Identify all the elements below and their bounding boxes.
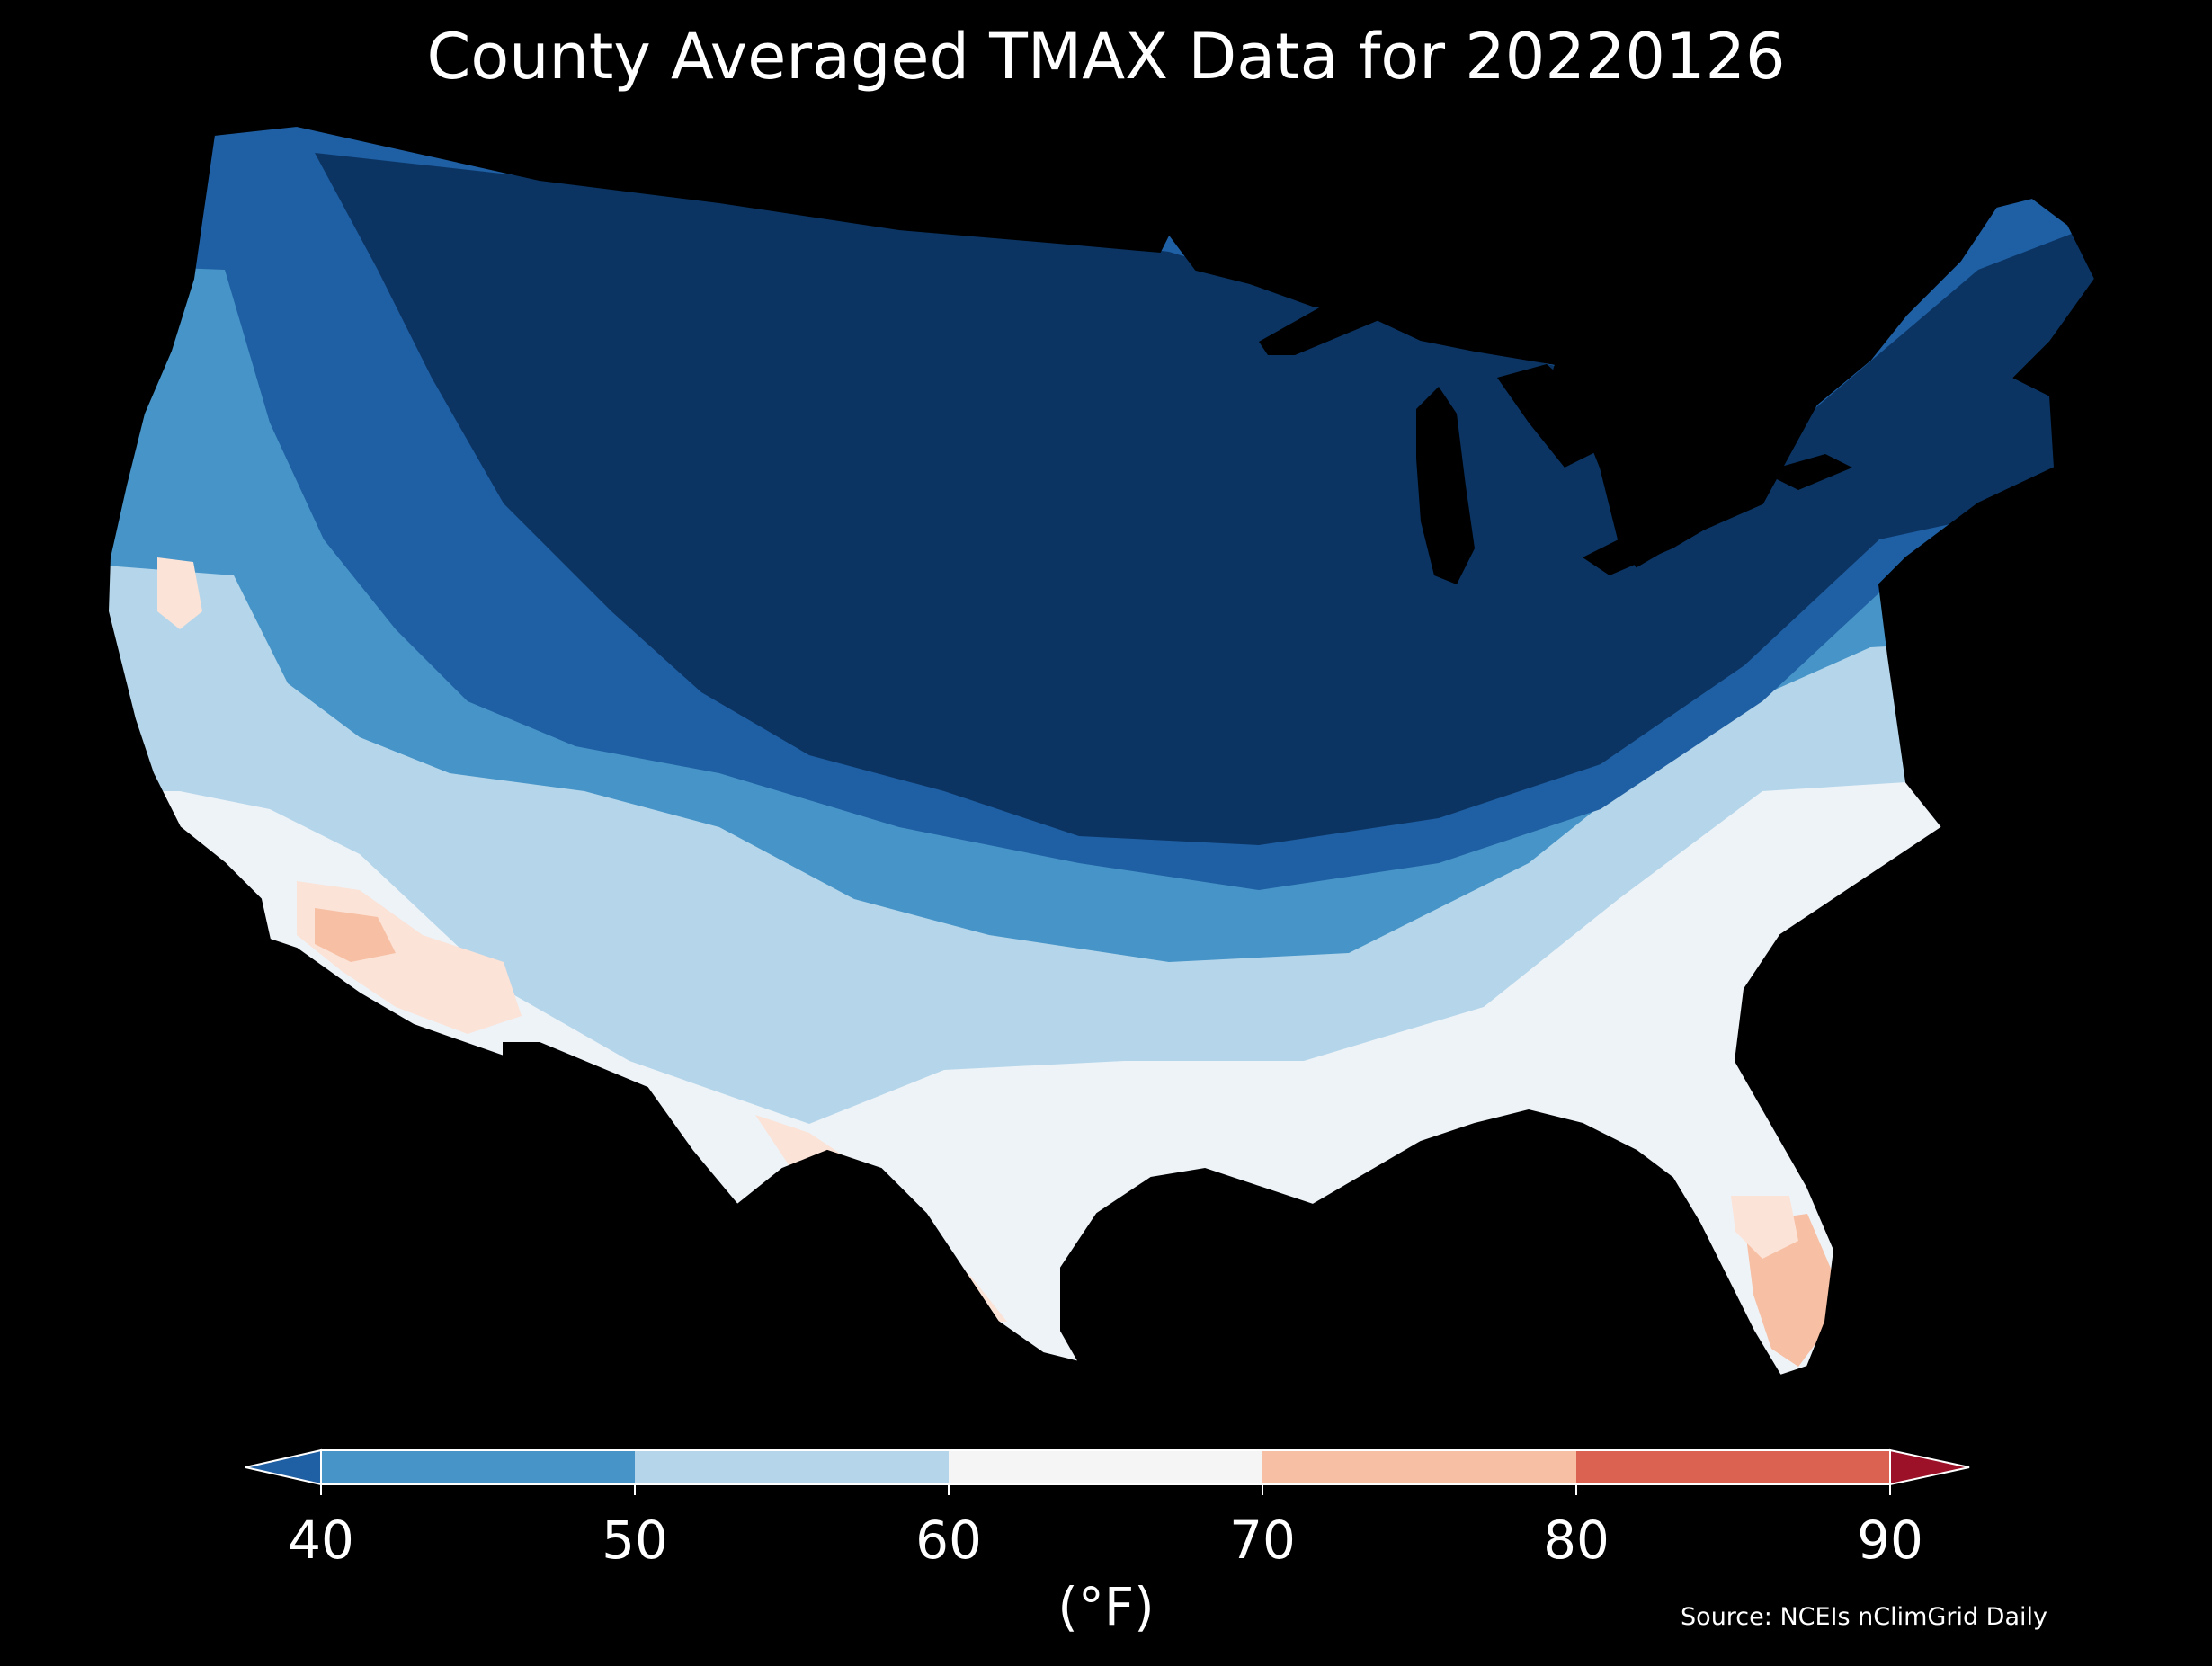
colorbar-unit-label: (°F) bbox=[1057, 1576, 1155, 1637]
colorbar-frame bbox=[320, 1449, 1891, 1485]
colorbar-bin bbox=[635, 1450, 949, 1484]
colorbar-extend-low bbox=[245, 1448, 322, 1486]
colorbar-bin bbox=[949, 1450, 1262, 1484]
colorbar-ticks bbox=[320, 1484, 1891, 1495]
colorbar-tick-label: 80 bbox=[1543, 1510, 1610, 1571]
source-credit: Source: NCEIs nClimGrid Daily bbox=[1681, 1603, 2047, 1631]
map-title: County Averaged TMAX Data for 20220126 bbox=[426, 20, 1786, 94]
colorbar-extend-high bbox=[1889, 1448, 1970, 1486]
colorbar-bin bbox=[321, 1450, 635, 1484]
colorbar-tick-label: 90 bbox=[1857, 1510, 1923, 1571]
colorbar-tick-label: 40 bbox=[288, 1510, 354, 1571]
great-lakes bbox=[1259, 288, 1852, 584]
colorbar-bin bbox=[1576, 1450, 1890, 1484]
colorbar-bin bbox=[1262, 1450, 1576, 1484]
colorbar-tick-label: 70 bbox=[1229, 1510, 1296, 1571]
colorbar-tick-label: 60 bbox=[915, 1510, 982, 1571]
colorbar-tick-label: 50 bbox=[602, 1510, 668, 1571]
